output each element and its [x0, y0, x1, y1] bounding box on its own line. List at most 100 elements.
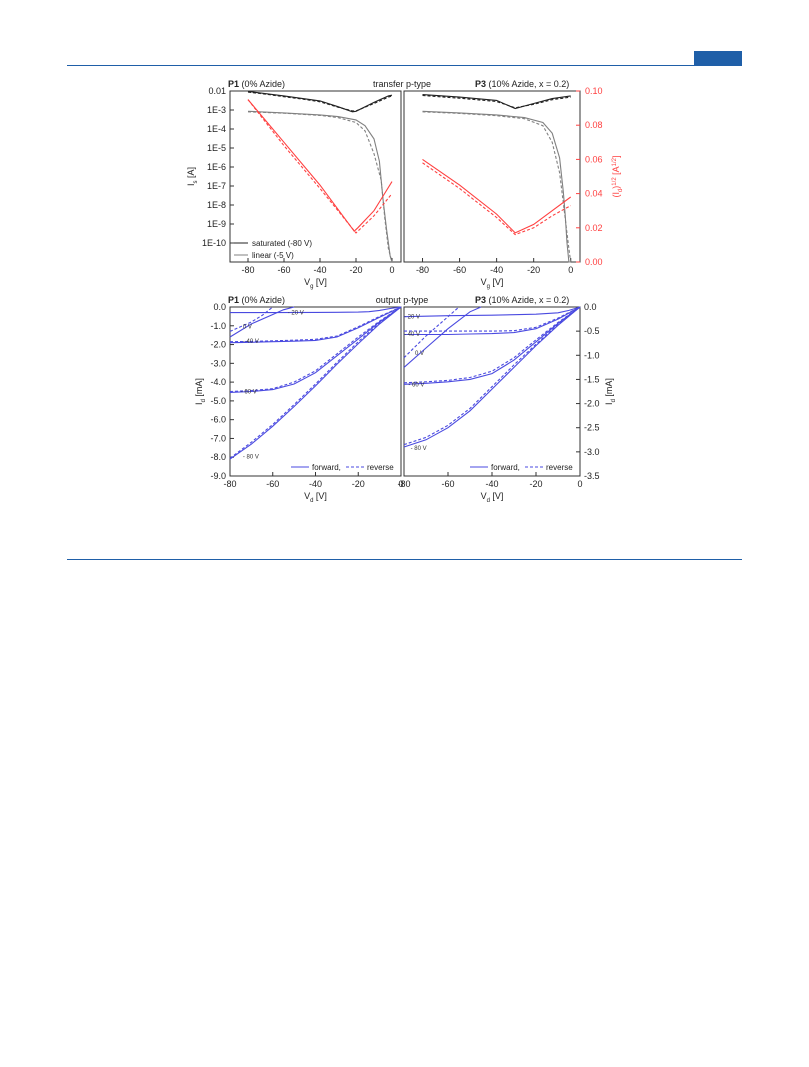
output_p1-series-3 [230, 306, 402, 314]
output_p3-curve-label: - 40 V [404, 332, 420, 338]
output_p3-series-5 [403, 306, 581, 446]
transfer_p3-title: P3 (10% Azide, x = 0.2) [475, 79, 569, 89]
output_p1-series-4 [229, 306, 295, 338]
transfer_p1-ytick-label: 0.01 [208, 86, 226, 96]
transfer_p1-frame [229, 90, 402, 263]
output_p1-ytick-label: -6.0 [210, 415, 226, 425]
output_p1-curve-label: 0 V [243, 325, 252, 331]
output_p1-ytick-label: -3.0 [210, 358, 226, 368]
output_p3-ytick-label: -3.0 [584, 447, 600, 457]
transfer_p3-xlabel: Vg [V] [481, 277, 504, 290]
output_p1-xtick-label: -40 [309, 479, 322, 489]
output_p3-title: P3 (10% Azide, x = 0.2) [475, 295, 569, 305]
output_p3-xtick-label: 0 [577, 479, 582, 489]
transfer_p3-xtick-label: -20 [527, 265, 540, 275]
output_p1-series-6 [229, 306, 402, 393]
transfer_p1-series-3 [247, 111, 393, 263]
output_p3-curve-label: - 20 V [404, 315, 420, 321]
transfer_p1-series-5 [247, 99, 393, 234]
output_p1-curve-label: - 20 V [288, 311, 304, 317]
transfer_p1-xtick-label: -60 [277, 265, 290, 275]
output_p3-legend-label: reverse [546, 463, 573, 472]
output_p3-ytick-label: -3.5 [584, 471, 600, 481]
transfer_p1-xlabel: Vg [V] [304, 277, 327, 290]
output_p1-legend-label: forward, [312, 463, 341, 472]
output_p3-series-3 [403, 306, 581, 318]
output_p1-legend-label: reverse [367, 463, 394, 472]
output_p3-series-8 [403, 306, 460, 359]
transfer_p3-series-2 [422, 110, 571, 263]
transfer_p3-y2tick-label: 0.06 [585, 154, 603, 164]
transfer_p1-ytick-label: 1E-3 [207, 105, 226, 115]
header-rule [67, 65, 742, 66]
output_p3-ylabel: Id [mA] [604, 378, 617, 405]
output_p1-ytick-label: -1.0 [210, 321, 226, 331]
output_p3-xlabel: Vd [V] [481, 491, 504, 504]
transfer_p1-xtick-label: -20 [349, 265, 362, 275]
transfer_p3-frame [403, 90, 581, 263]
output_p3-series-0 [403, 306, 581, 448]
transfer_p3-xtick-label: -60 [453, 265, 466, 275]
transfer_p1-ytick-label: 1E-8 [207, 200, 226, 210]
transfer_p3-xtick-label: -80 [416, 265, 429, 275]
output_p3-xtick-label: -40 [485, 479, 498, 489]
transfer_p1-xtick-label: -40 [313, 265, 326, 275]
output_p3-series-6 [403, 306, 581, 384]
output_p1-series-7 [229, 306, 402, 343]
transfer_p3-series-5 [422, 162, 571, 236]
transfer_p1-ytick-label: 1E-5 [207, 143, 226, 153]
output_p3-legend-label: forward, [491, 463, 520, 472]
output_p1-ylabel: Id [mA] [194, 378, 207, 405]
transfer_p3-y2tick-label: 0.00 [585, 257, 603, 267]
output_p3-series-1 [403, 306, 581, 385]
output_p1-curve-label: - 40 V [243, 339, 259, 345]
transfer_p1-legend-label: linear (-5 V) [252, 251, 294, 260]
output_p3-series-7 [404, 306, 581, 332]
output_p3-ytick-label: -1.0 [584, 350, 600, 360]
transfer_p1-xtick-label: -80 [241, 265, 254, 275]
transfer_p1-ylabel: Is [A] [186, 167, 199, 186]
output_p3-curve-label: - 80 V [411, 446, 427, 452]
output_p3-xtick-label: -20 [529, 479, 542, 489]
output_p3-ytick-label: -0.5 [584, 326, 600, 336]
output_p1-ytick-label: -9.0 [210, 471, 226, 481]
output_p3-curve-label: 0 V [415, 351, 424, 357]
footer-rule [67, 559, 742, 560]
transfer_p1-series-1 [247, 91, 393, 112]
output_p3-curve-label: - 60 V [408, 382, 424, 388]
output_p1-xlabel: Vd [V] [304, 491, 327, 504]
transfer_p1-ytick-label: 1E-10 [202, 238, 226, 248]
transfer_p1-ytick-label: 1E-6 [207, 162, 226, 172]
transfer_p3-y2tick-label: 0.08 [585, 120, 603, 130]
transfer_p3-y2tick-label: 0.10 [585, 86, 603, 96]
transfer_p3-y2tick-label: 0.02 [585, 223, 603, 233]
transfer_p3-series-1 [422, 94, 571, 109]
output_p1-ytick-label: 0.0 [213, 302, 226, 312]
transfer_p1-legend-label: saturated (-80 V) [252, 239, 312, 248]
transfer_p1-title: P1 (0% Azide) [228, 79, 285, 89]
transfer-heading: transfer p-type [373, 79, 431, 89]
output_p3-series-4 [403, 306, 482, 368]
transfer_p3-series-4 [422, 158, 572, 234]
output_p3-ytick-label: -1.5 [584, 374, 600, 384]
output_p3-xtick-label: -60 [441, 479, 454, 489]
transfer_p3-xtick-label: 0 [568, 265, 573, 275]
output-heading: output p-type [376, 295, 429, 305]
output_p1-ytick-label: -5.0 [210, 396, 226, 406]
output_p1-curve-label: - 80 V [243, 454, 259, 460]
transfer_p1-ytick-label: 1E-4 [207, 124, 226, 134]
output_p1-xtick-label: 0 [398, 479, 403, 489]
output_p1-ytick-label: -8.0 [210, 452, 226, 462]
output_p1-ytick-label: -7.0 [210, 433, 226, 443]
transfer_p1-xtick-label: 0 [389, 265, 394, 275]
transfer_p1-series-4 [247, 99, 393, 233]
transfer_p3-y2tick-label: 0.04 [585, 189, 603, 199]
output_p1-xtick-label: -80 [223, 479, 236, 489]
transfer_p1-ytick-label: 1E-7 [207, 181, 226, 191]
transfer_p3-y2label: (Id)1/2 [A1/2] [611, 155, 624, 197]
output_p1-series-8 [229, 306, 274, 332]
output_p3-ytick-label: 0.0 [584, 302, 597, 312]
output_p1-curve-label: - 60 V [241, 390, 257, 396]
